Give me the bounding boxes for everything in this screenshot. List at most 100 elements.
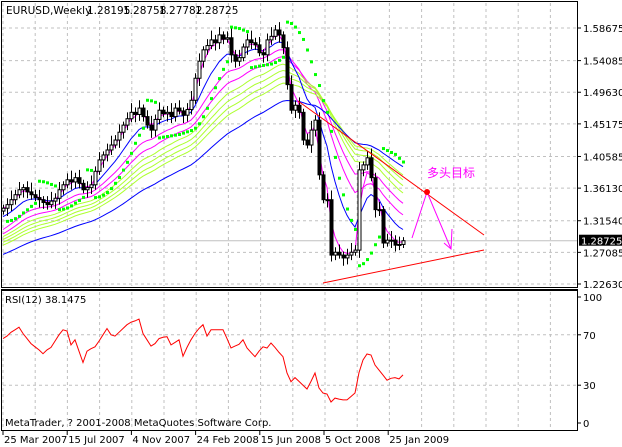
sar-dot	[318, 84, 321, 88]
bull-candle-body	[105, 149, 110, 156]
sar-dot	[270, 62, 273, 66]
candle	[177, 100, 182, 115]
candle	[13, 189, 18, 205]
candle	[161, 106, 166, 118]
candle	[289, 75, 294, 114]
bull-candle-body	[53, 197, 58, 202]
bull-candle-body	[113, 139, 118, 146]
sar-dot	[338, 176, 341, 180]
sar-dot	[102, 193, 105, 197]
bear-candle-body	[45, 202, 50, 206]
bear-candle-body	[37, 197, 42, 201]
lower-trendline[interactable]	[322, 249, 485, 284]
candle	[29, 182, 34, 200]
candle	[333, 247, 338, 261]
symbol-label: EURUSD,Weekly	[6, 5, 91, 17]
sar-dot	[362, 262, 365, 266]
bull-candle-body	[117, 131, 122, 141]
sar-dot	[114, 181, 117, 185]
rsi-axis[interactable]: 100 70 30 0	[577, 293, 602, 430]
candle	[121, 121, 126, 139]
upper-trendline[interactable]	[297, 100, 485, 236]
sar-dot	[98, 195, 101, 199]
target-point[interactable]	[424, 189, 430, 195]
candle	[293, 100, 298, 119]
bull-candle-body	[265, 39, 270, 56]
ma-line	[2, 63, 404, 238]
ma-line	[2, 49, 404, 230]
candle	[401, 237, 406, 248]
sar-dot	[6, 219, 9, 223]
candle	[317, 112, 322, 180]
sar-dot	[158, 136, 161, 140]
sar-dot	[66, 206, 69, 210]
candle	[365, 151, 370, 170]
candle	[109, 135, 114, 155]
sar-dot	[242, 28, 245, 32]
candle	[253, 37, 258, 50]
bull-candle-body	[65, 179, 70, 186]
candle	[357, 162, 362, 258]
candle	[281, 31, 286, 55]
sar-dot	[74, 201, 77, 205]
candle	[385, 233, 390, 247]
candle	[61, 181, 66, 195]
bear-candle-body	[257, 44, 262, 54]
close-value: 1.28725	[195, 5, 238, 17]
bear-candle-body	[221, 34, 226, 40]
bull-candle-body	[13, 194, 18, 201]
price-tick-label: 1.54085	[583, 57, 622, 68]
bull-candle-body	[353, 249, 358, 253]
candle	[213, 34, 218, 51]
ma-line	[2, 99, 404, 255]
bear-candle-body	[161, 109, 166, 115]
sar-dot	[290, 21, 293, 25]
candle	[301, 108, 306, 146]
candle	[241, 43, 246, 62]
sar-dot	[14, 217, 17, 221]
rsi-tick-label: 0	[583, 419, 589, 430]
bull-candle-body	[153, 118, 158, 131]
candle	[321, 171, 326, 204]
time-axis[interactable]: 25 Mar 2007 15 Jul 2007 4 Nov 2007 24 Feb 2…	[2, 431, 449, 446]
sar-dot	[30, 204, 33, 208]
bull-candle-body	[325, 199, 330, 202]
candle	[273, 24, 278, 40]
candle	[57, 181, 62, 205]
sar-dot	[50, 182, 53, 186]
candle	[149, 115, 154, 138]
bear-candle-body	[285, 47, 290, 86]
bear-candle-body	[329, 199, 334, 256]
rsi-title: RSI(12) 38.1475	[5, 295, 86, 306]
date-tick-label: 25 Jan 2009	[389, 435, 449, 446]
sar-dot	[274, 61, 277, 65]
sar-dot	[110, 187, 113, 191]
date-tick-label: 24 Feb 2008	[197, 435, 259, 446]
sar-dot	[278, 58, 281, 62]
bull-candle-body	[293, 104, 298, 111]
candle	[345, 248, 350, 265]
rsi-tick-label: 30	[583, 381, 596, 392]
price-tick-label: 1.45175	[583, 120, 622, 131]
candle	[381, 206, 386, 248]
candle	[185, 103, 190, 122]
sar-dot	[126, 160, 129, 164]
candle	[33, 189, 38, 202]
sar-dot	[106, 191, 109, 195]
candle	[41, 196, 46, 209]
bull-candle-body	[401, 240, 406, 245]
sar-dot	[46, 181, 49, 185]
sar-dot	[298, 31, 301, 35]
candle	[145, 110, 150, 129]
candle	[309, 120, 314, 153]
bull-candle-body	[5, 204, 10, 209]
candle	[221, 31, 226, 45]
bear-candle-body	[337, 251, 342, 256]
current-price-tag: 1.28725	[579, 234, 622, 248]
price-axis[interactable]: 1.58675 1.54085 1.49630 1.45175 1.40585 1.361…	[577, 24, 622, 291]
bull-candle-body	[333, 251, 338, 256]
sar-dot	[282, 55, 285, 59]
price-tick-label: 1.36130	[583, 184, 622, 195]
sar-dot	[266, 63, 269, 67]
